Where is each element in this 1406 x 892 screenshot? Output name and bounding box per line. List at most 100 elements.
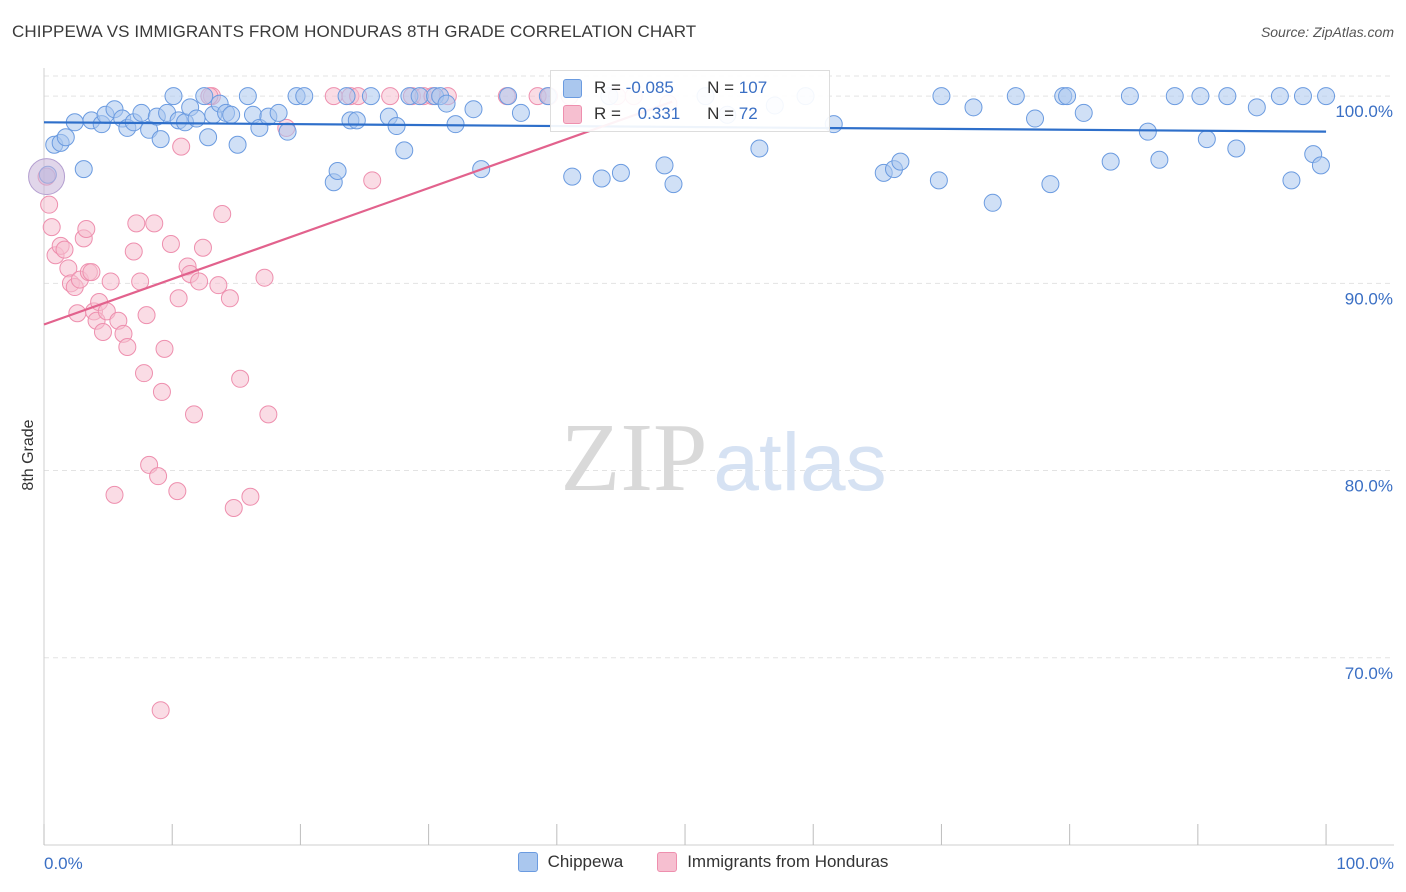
stats-row-chippewa: R = -0.085 N = 107 xyxy=(563,76,767,100)
stats-r-value-honduras: 0.331 xyxy=(637,104,681,123)
point-honduras xyxy=(231,369,250,388)
point-honduras xyxy=(127,214,146,233)
point-chippewa xyxy=(929,171,948,190)
point-chippewa xyxy=(655,156,674,175)
point-chippewa xyxy=(337,87,356,106)
point-chippewa xyxy=(295,87,314,106)
legend-label-honduras: Immigrants from Honduras xyxy=(687,852,889,871)
point-chippewa xyxy=(278,122,297,141)
stats-row-honduras: R = 0.331 N = 72 xyxy=(563,102,758,126)
point-chippewa xyxy=(1311,156,1330,175)
point-honduras xyxy=(55,240,74,259)
point-chippewa xyxy=(151,130,170,149)
stats-box: R = -0.085 N = 107 R = 0.331 N = 72 xyxy=(550,70,830,132)
point-honduras xyxy=(151,701,170,720)
watermark-atlas: atlas xyxy=(713,417,886,508)
point-honduras xyxy=(363,171,382,190)
point-honduras xyxy=(381,87,400,106)
point-honduras xyxy=(169,289,188,308)
point-honduras xyxy=(172,137,191,156)
point-chippewa xyxy=(932,87,951,106)
point-honduras xyxy=(220,289,239,308)
point-chippewa xyxy=(464,100,483,119)
point-honduras xyxy=(168,482,187,501)
point-honduras xyxy=(224,498,243,517)
point-chippewa xyxy=(1101,152,1120,171)
point-chippewa xyxy=(1197,130,1216,149)
stats-swatch-chippewa xyxy=(563,78,582,98)
point-honduras xyxy=(161,234,180,253)
point-honduras xyxy=(259,405,278,424)
point-chippewa xyxy=(74,160,93,179)
y-tick-label: 100.0% xyxy=(1335,102,1393,121)
point-chippewa xyxy=(132,103,151,122)
point-chippewa xyxy=(592,169,611,188)
point-honduras xyxy=(149,467,168,486)
point-chippewa xyxy=(269,103,288,122)
legend-label-chippewa: Chippewa xyxy=(547,852,624,871)
point-chippewa xyxy=(1120,87,1139,106)
x-tick-label: 0.0% xyxy=(44,854,83,873)
trend-line-honduras xyxy=(43,100,673,326)
trend-lines xyxy=(43,100,1327,326)
point-chippewa xyxy=(964,98,983,117)
point-overlap-large xyxy=(28,158,66,196)
y-tick-label: 90.0% xyxy=(1345,289,1393,308)
point-chippewa xyxy=(563,167,582,186)
point-chippewa xyxy=(664,175,683,194)
point-chippewa xyxy=(1317,87,1336,106)
point-chippewa xyxy=(511,103,530,122)
point-honduras xyxy=(40,195,59,214)
point-honduras xyxy=(255,268,274,287)
stats-swatch-honduras xyxy=(563,104,582,124)
legend: Chippewa Immigrants from Honduras xyxy=(0,852,1406,872)
point-chippewa xyxy=(410,87,429,106)
point-honduras xyxy=(124,242,143,261)
point-chippewa xyxy=(437,94,456,113)
tick-labels: 100.0% 90.0% 80.0% 70.0% 0.0% 100.0% xyxy=(44,102,1394,873)
point-honduras xyxy=(185,405,203,424)
legend-item-chippewa[interactable]: Chippewa xyxy=(517,852,624,872)
point-chippewa xyxy=(387,117,406,136)
point-honduras xyxy=(209,276,228,295)
point-honduras xyxy=(42,218,61,237)
point-chippewa xyxy=(361,87,380,106)
point-chippewa xyxy=(1074,103,1093,122)
stats-n-label: N = xyxy=(707,78,735,97)
point-chippewa xyxy=(1227,139,1246,158)
point-honduras xyxy=(213,205,232,224)
point-chippewa xyxy=(395,141,414,160)
stats-n-value-chippewa: 107 xyxy=(738,78,768,97)
point-honduras xyxy=(152,382,171,401)
point-honduras xyxy=(155,339,174,358)
point-chippewa xyxy=(222,105,241,124)
point-chippewa xyxy=(750,139,769,158)
point-honduras xyxy=(190,272,209,291)
point-honduras xyxy=(145,214,164,233)
gridlines xyxy=(44,75,1394,659)
point-chippewa xyxy=(1058,87,1077,106)
legend-item-honduras[interactable]: Immigrants from Honduras xyxy=(657,852,888,872)
point-chippewa xyxy=(199,128,218,147)
point-honduras xyxy=(101,272,120,291)
stats-n-label: N = xyxy=(707,104,735,123)
stats-r-value-chippewa: -0.085 xyxy=(625,78,674,97)
point-chippewa xyxy=(238,87,257,106)
point-chippewa xyxy=(1191,87,1210,106)
point-chippewa xyxy=(195,87,214,106)
point-chippewa xyxy=(228,135,247,154)
point-honduras xyxy=(193,238,212,257)
point-chippewa xyxy=(1026,109,1045,128)
source-label: Source: ZipAtlas.com xyxy=(1260,24,1394,40)
x-tick-label: 100.0% xyxy=(1336,854,1394,873)
point-honduras xyxy=(241,487,260,506)
y-tick-label: 80.0% xyxy=(1345,477,1393,496)
point-chippewa xyxy=(1165,87,1184,106)
point-chippewa xyxy=(1150,150,1169,169)
point-chippewa xyxy=(1293,87,1312,106)
point-honduras xyxy=(137,306,156,325)
point-chippewa xyxy=(1247,98,1266,117)
legend-swatch-chippewa xyxy=(517,852,538,872)
watermark-zip: ZIP xyxy=(561,404,708,512)
